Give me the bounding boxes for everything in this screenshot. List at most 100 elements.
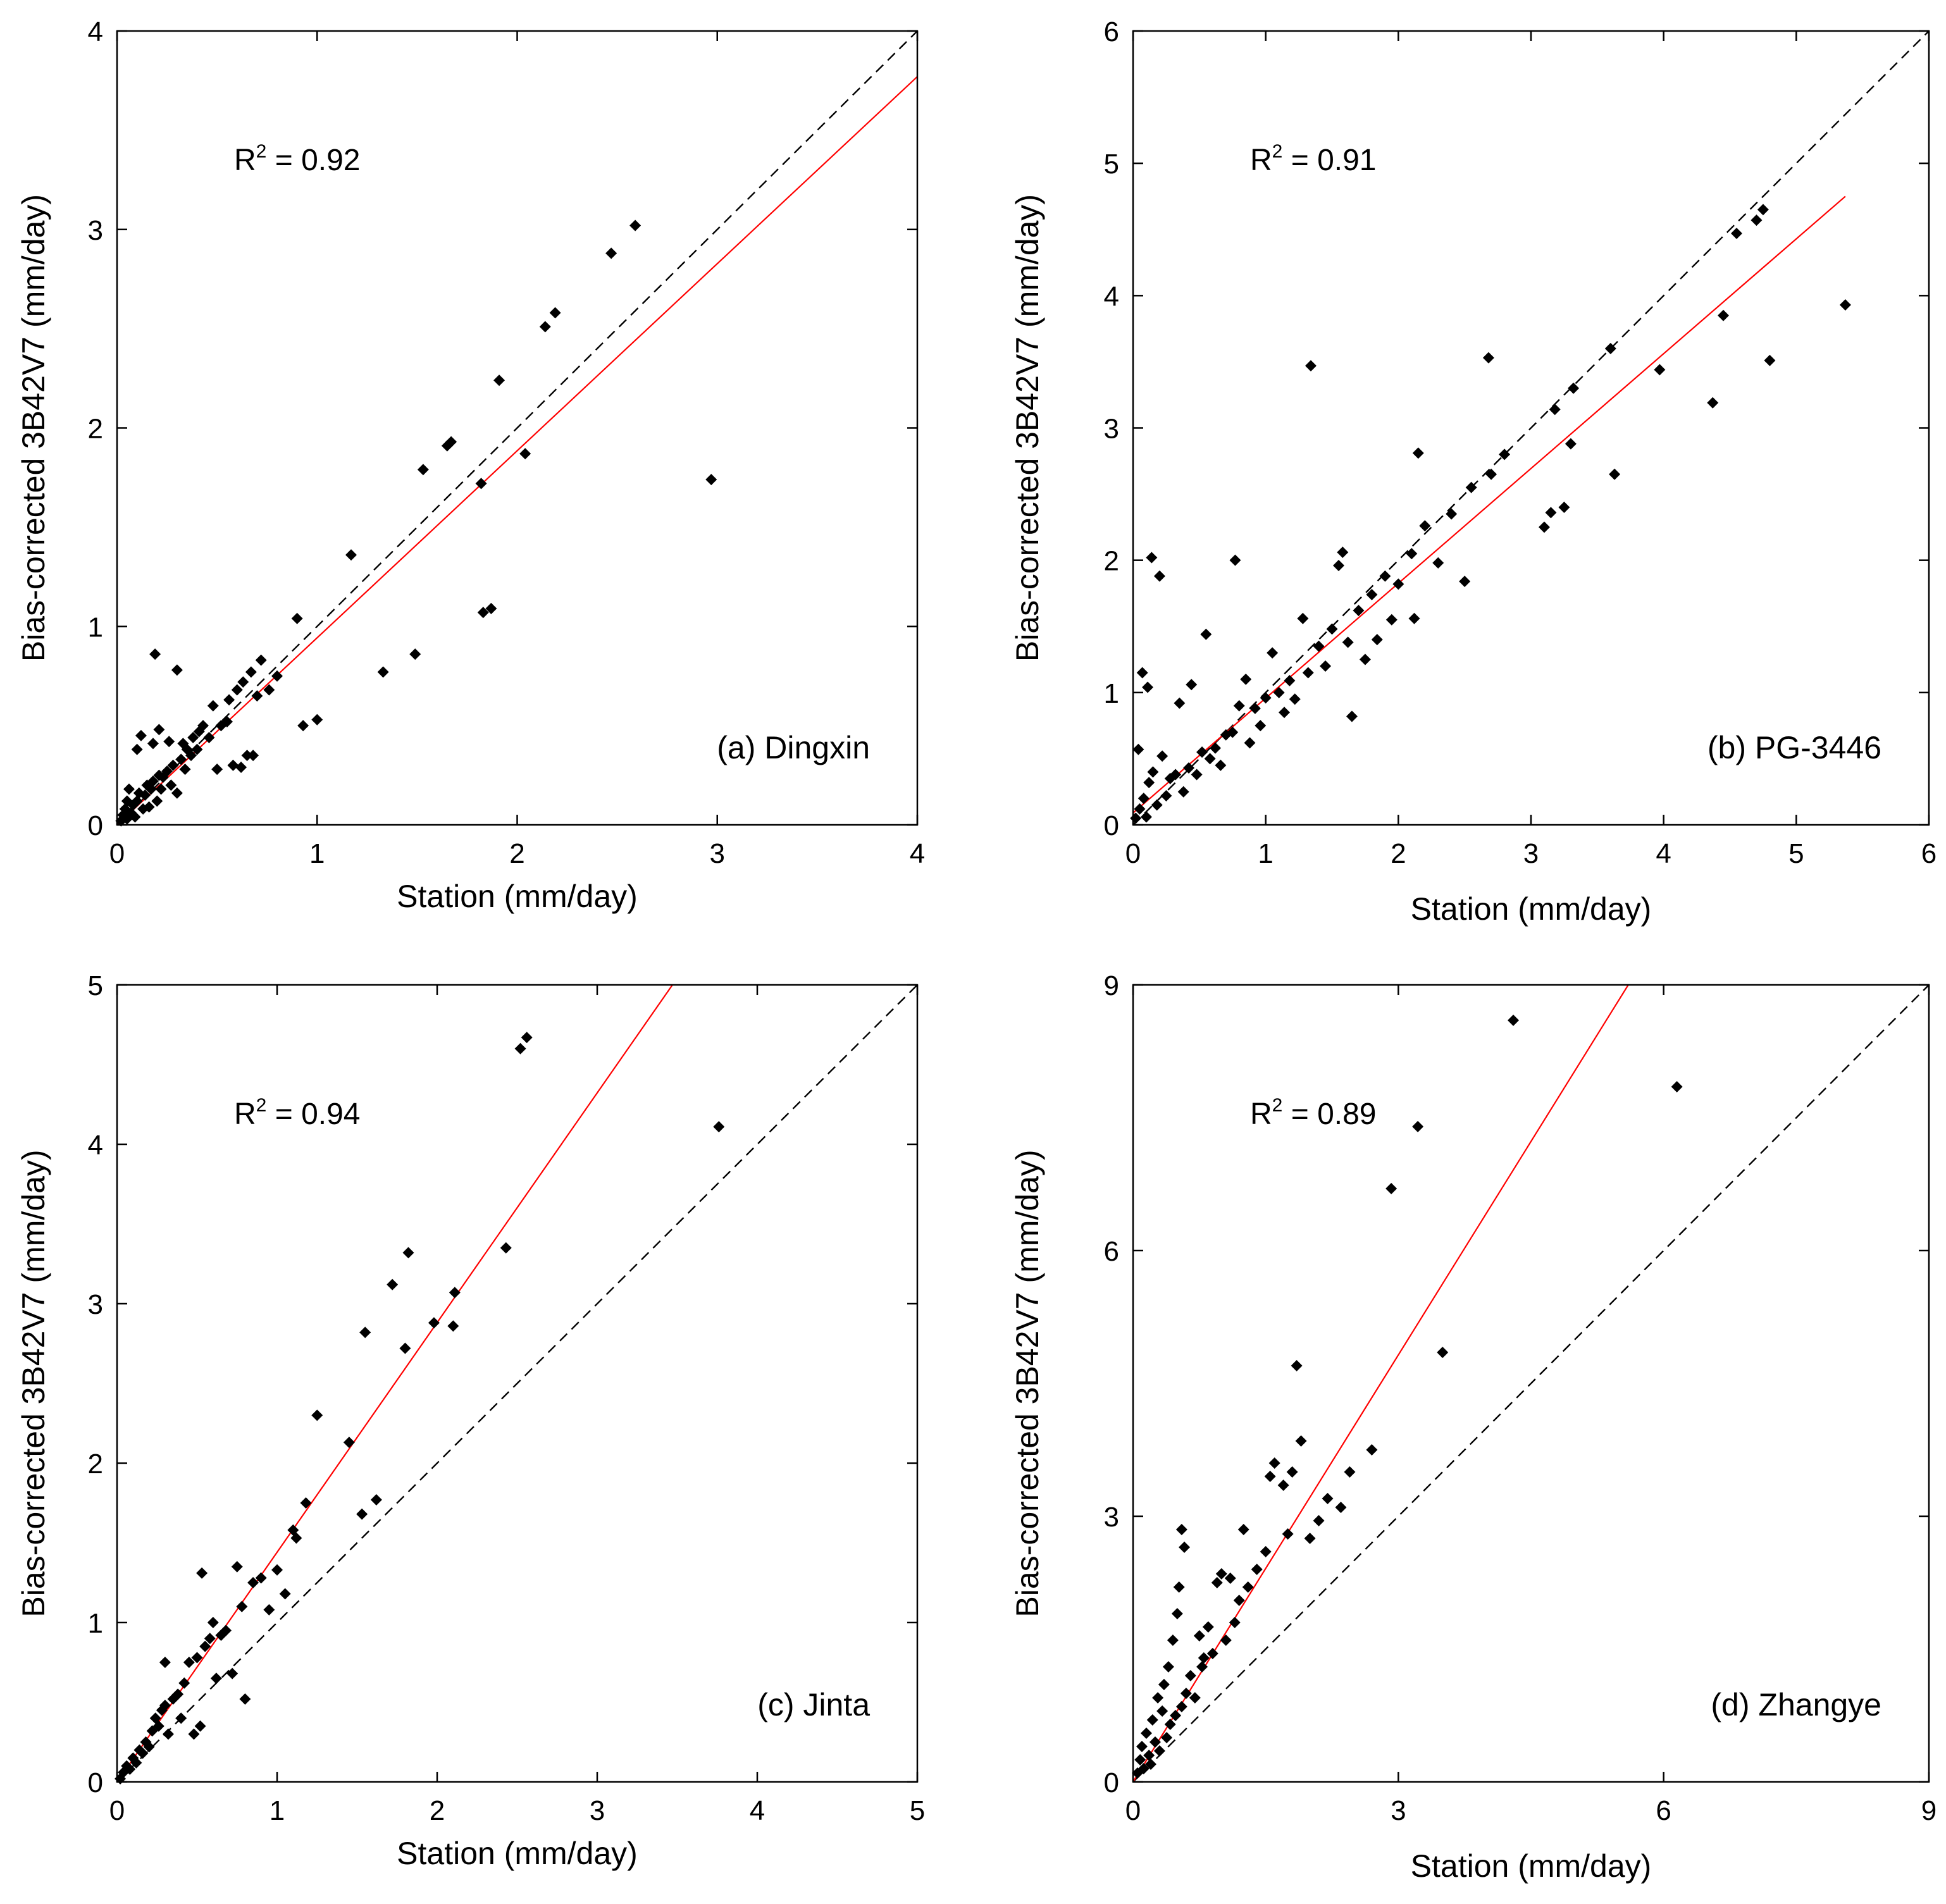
data-point <box>129 811 141 823</box>
data-point <box>175 1712 187 1724</box>
x-tick-label: 2 <box>430 1795 445 1826</box>
data-point <box>187 731 199 743</box>
data-point <box>447 1320 459 1332</box>
panel-dingxin: 0 1 2 3 4 0 1 2 3 4 Station (mm/day) Bias-corrected… <box>16 16 925 914</box>
data-point <box>133 1744 146 1756</box>
data-point <box>1545 507 1557 519</box>
data-point <box>131 743 143 755</box>
data-point <box>1482 352 1494 364</box>
data-point <box>1160 789 1172 801</box>
data-point <box>1249 702 1261 714</box>
data-point <box>1432 557 1444 569</box>
data-point <box>183 1657 195 1668</box>
data-point <box>1174 697 1186 709</box>
data-point <box>1140 1728 1152 1739</box>
data-point <box>449 1287 461 1299</box>
data-point <box>1305 360 1317 372</box>
data-point <box>1162 1661 1174 1672</box>
data-point <box>241 750 253 762</box>
data-point <box>300 1497 312 1509</box>
data-point <box>255 1572 267 1584</box>
data-point <box>239 1693 251 1705</box>
data-point <box>1289 693 1301 705</box>
x-tick-label: 4 <box>1656 838 1671 869</box>
data-point <box>1408 612 1420 624</box>
x-tick-label: 2 <box>1391 838 1406 869</box>
data-point <box>1132 743 1144 755</box>
data-point <box>172 1688 184 1700</box>
data-point <box>477 607 489 619</box>
data-point <box>123 783 135 795</box>
data-point <box>1549 404 1561 416</box>
regression-line <box>117 985 673 1782</box>
data-point <box>1153 1745 1165 1757</box>
data-point <box>1322 1493 1334 1504</box>
data-point <box>1193 1630 1205 1641</box>
data-point <box>493 374 505 386</box>
data-point <box>1412 1121 1424 1132</box>
data-point <box>1180 1688 1192 1699</box>
data-point <box>1366 1444 1378 1456</box>
data-point <box>1344 1466 1356 1478</box>
y-tick-label: 3 <box>88 1289 103 1320</box>
data-point <box>519 448 531 460</box>
y-tick-label: 5 <box>88 970 103 1001</box>
data-point <box>130 1757 142 1769</box>
identity-line <box>1133 985 1929 1782</box>
x-tick-label: 2 <box>509 838 524 869</box>
data-point <box>1184 1670 1196 1681</box>
data-point <box>1136 667 1148 679</box>
data-point <box>1233 700 1245 712</box>
y-tick-label: 4 <box>1104 281 1119 312</box>
data-point <box>124 1763 136 1775</box>
data-point <box>147 738 159 750</box>
data-point <box>1211 1577 1223 1588</box>
data-point <box>207 1617 219 1628</box>
data-point <box>1412 447 1424 459</box>
data-point <box>162 1728 174 1740</box>
x-axis-label: Station (mm/day) <box>397 1836 638 1871</box>
x-tick-label: 1 <box>309 838 325 869</box>
data-point <box>428 1317 440 1329</box>
data-point <box>1609 468 1621 480</box>
r-squared-superscript: 2 <box>256 1095 267 1116</box>
data-point <box>1353 605 1365 617</box>
data-point <box>1215 1568 1227 1579</box>
panel-zhangye: 0 3 6 9 0 3 6 9 Station (mm/day) Bias-corrected 3… <box>1010 970 1937 1884</box>
data-point <box>1508 1015 1520 1026</box>
data-point <box>263 1604 275 1616</box>
data-point <box>188 1728 200 1740</box>
data-point <box>1764 354 1776 366</box>
data-point <box>1146 552 1158 564</box>
data-point <box>1251 1564 1263 1575</box>
y-tick-label: 3 <box>88 215 103 246</box>
data-point <box>185 750 197 762</box>
data-point <box>1136 1741 1148 1752</box>
data-point <box>149 648 161 660</box>
data-point <box>1291 1360 1303 1371</box>
data-point <box>1229 554 1241 566</box>
r-squared-annotation: R2 = 0.91 <box>1250 141 1376 177</box>
data-point <box>1286 1466 1298 1478</box>
r-squared-annotation: R2 = 0.92 <box>234 141 360 177</box>
y-tick-label: 4 <box>88 16 103 47</box>
data-point <box>713 1121 725 1133</box>
data-point <box>221 715 233 727</box>
data-point <box>1730 228 1742 240</box>
data-point <box>1140 811 1152 823</box>
y-tick-label: 2 <box>88 414 103 445</box>
data-point <box>387 1278 399 1290</box>
data-point <box>1304 1533 1316 1544</box>
data-point <box>1142 681 1154 693</box>
data-point <box>1459 576 1471 588</box>
regression-line <box>1133 985 1629 1782</box>
data-point <box>155 783 167 795</box>
data-point <box>194 1720 206 1732</box>
data-point <box>1134 803 1146 815</box>
data-point <box>1267 647 1279 659</box>
panel-label-pg-3446: (b) PG-3446 <box>1707 730 1881 765</box>
data-point <box>1499 448 1511 461</box>
data-point <box>247 750 259 762</box>
data-point <box>152 1720 164 1732</box>
